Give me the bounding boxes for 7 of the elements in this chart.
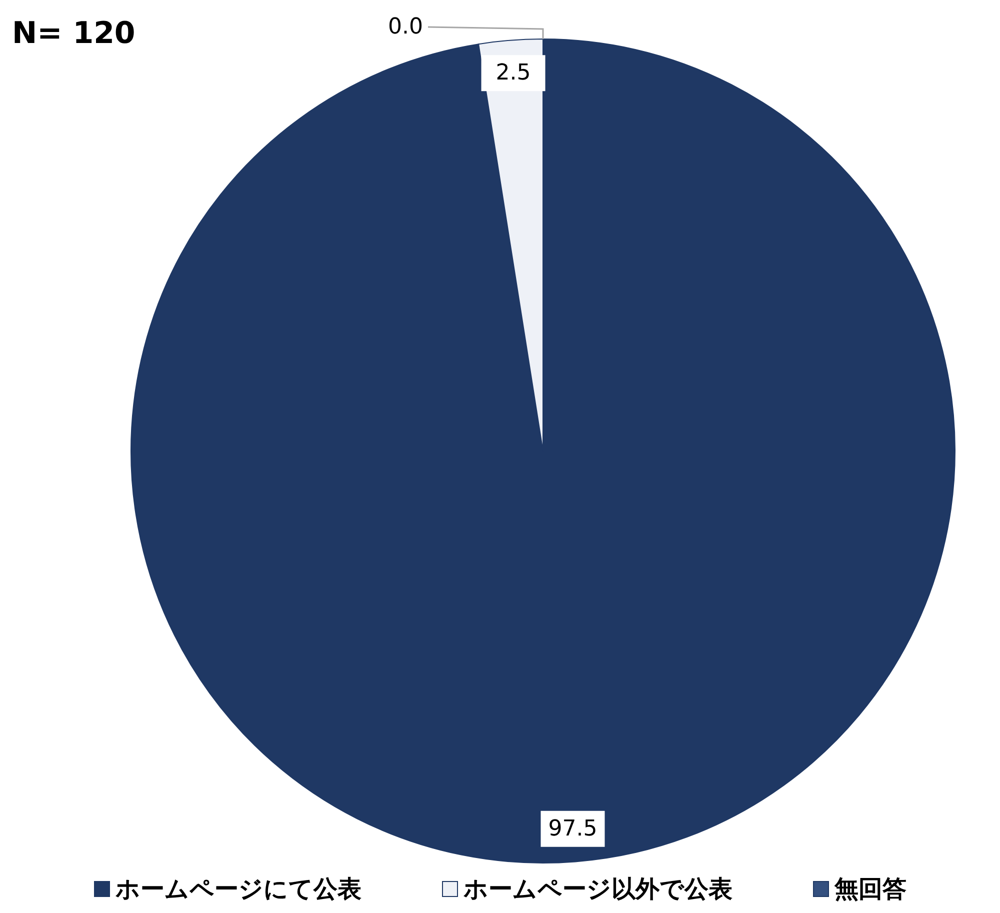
data-label: 97.5 xyxy=(548,816,598,842)
legend-label: 無回答 xyxy=(834,874,906,905)
text: 0.0 xyxy=(388,14,423,40)
chart-title: N= 120 xyxy=(12,16,136,51)
legend-label: ホームページにて公表 xyxy=(116,874,362,905)
data-label: 2.5 xyxy=(496,60,531,86)
legend-label: ホームページ以外で公表 xyxy=(464,874,732,905)
